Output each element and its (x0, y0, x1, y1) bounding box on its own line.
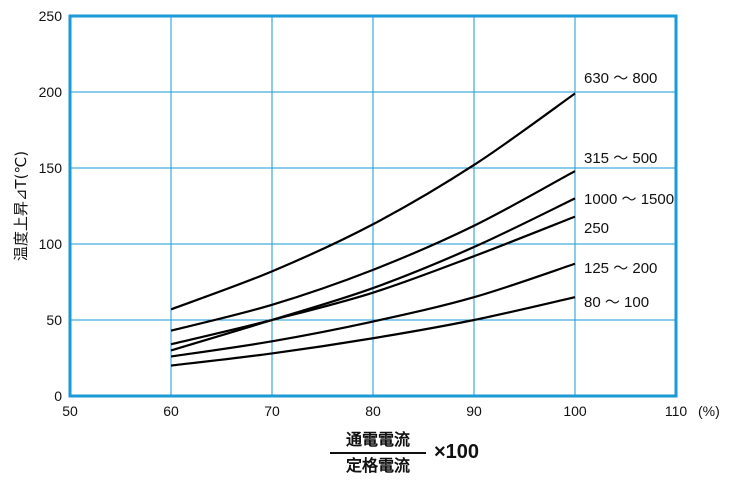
x-tick-label: 100 (563, 403, 587, 419)
series-lines (170, 92, 576, 367)
x-tick-label: 90 (466, 403, 482, 419)
series-line (170, 215, 576, 346)
y-axis-label: 温度上昇⊿T(℃) (12, 151, 30, 261)
series-line (170, 170, 576, 332)
y-tick-label: 250 (39, 8, 63, 24)
y-tick-label: 100 (39, 236, 63, 252)
series-line (170, 197, 576, 352)
y-tick-label: 50 (46, 312, 62, 328)
x-tick-label: 50 (62, 403, 78, 419)
x-label-numerator: 通電電流 (345, 430, 410, 449)
x-tick-labels: 50 60 70 80 90 100 110 (62, 403, 687, 419)
series-label: 80 ～ 100 (584, 294, 649, 311)
x-label-denominator: 定格電流 (345, 456, 410, 475)
x-tick-label: 110 (665, 403, 688, 419)
x-label-multiplier: ×100 (434, 441, 480, 463)
series-label: 250 (584, 220, 609, 237)
series-label: 1000 ～ 1500 (584, 191, 674, 208)
y-tick-label: 200 (39, 84, 63, 100)
y-tick-label: 0 (54, 388, 62, 404)
series-label: 315 ～ 500 (584, 150, 657, 167)
series-labels: 630 ～ 800 315 ～ 500 1000 ～ 1500 250 125 ～ 20… (584, 70, 674, 311)
plot-frame (68, 14, 678, 398)
clipped-edge-text (718, 150, 730, 280)
grid (70, 16, 676, 396)
series-label: 630 ～ 800 (584, 70, 657, 87)
y-tick-labels: 0 50 100 150 200 250 (39, 8, 63, 404)
fraction-bar (330, 452, 426, 454)
x-tick-label: 80 (365, 403, 381, 419)
series-line (170, 92, 576, 311)
x-tick-label: 70 (264, 403, 280, 419)
x-tick-label: 60 (163, 403, 179, 419)
y-tick-label: 150 (39, 160, 63, 176)
x-unit-label: (%) (698, 403, 720, 419)
series-label: 125 ～ 200 (584, 260, 657, 277)
series-line (170, 262, 576, 358)
series-line (170, 296, 576, 367)
